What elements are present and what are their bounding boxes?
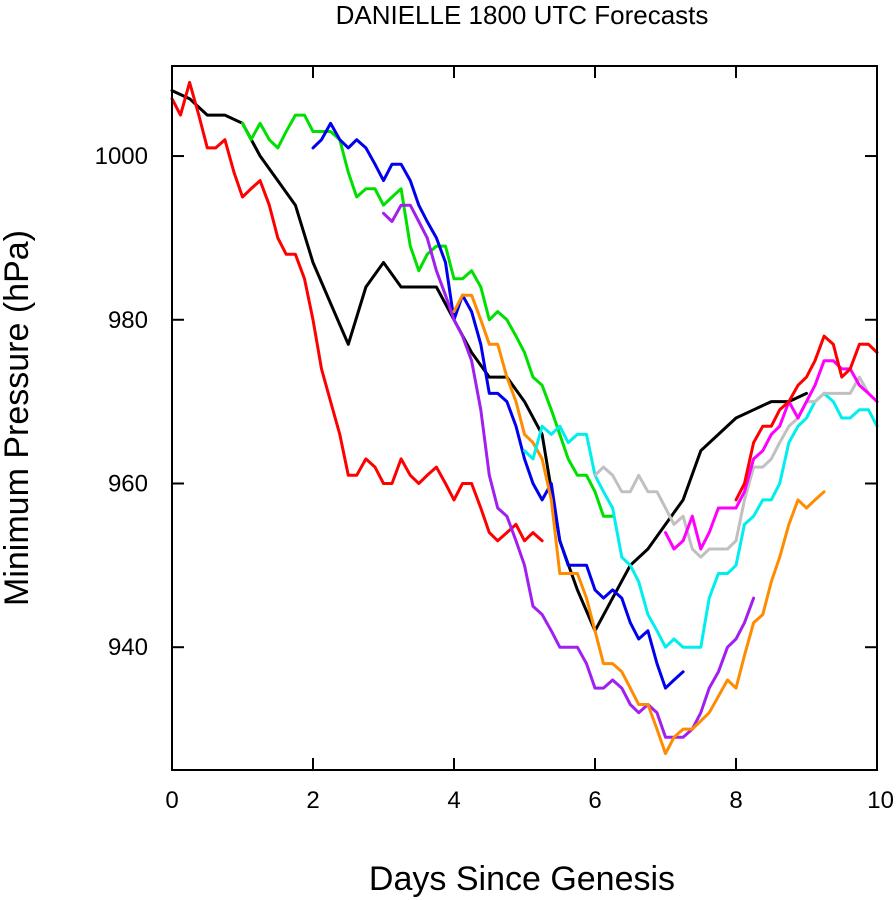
- tick-layer: 0 2 4 6 8 10 940 960 980 1000: [95, 66, 894, 814]
- x-tick-label-0: 0: [165, 787, 178, 814]
- x-tick-label-4: 4: [447, 787, 460, 814]
- y-tick-label-980: 980: [108, 307, 148, 334]
- series-line-8: [593, 375, 870, 559]
- series-line-10: [734, 334, 879, 502]
- series-layer: [170, 80, 879, 756]
- series-line-2: [170, 80, 544, 543]
- series-line-7: [523, 391, 879, 649]
- series-line-9: [664, 359, 879, 551]
- series-line-6: [452, 293, 826, 756]
- y-tick-label-960: 960: [108, 470, 148, 497]
- x-tick-label-6: 6: [588, 787, 601, 814]
- chart-title: DANIELLE 1800 UTC Forecasts: [336, 0, 709, 30]
- y-tick-label-1000: 1000: [95, 143, 148, 170]
- x-tick-label-2: 2: [306, 787, 319, 814]
- y-tick-label-940: 940: [108, 634, 148, 661]
- plot-frame: [171, 65, 878, 771]
- series-line-3: [241, 113, 615, 518]
- x-tick-label-10: 10: [867, 787, 894, 814]
- y-axis-title: Minimum Pressure (hPa): [0, 230, 36, 606]
- series-line-1: [170, 89, 808, 633]
- x-axis-title: Days Since Genesis: [369, 860, 675, 898]
- series-line-4: [311, 121, 685, 690]
- x-tick-label-8: 8: [729, 787, 742, 814]
